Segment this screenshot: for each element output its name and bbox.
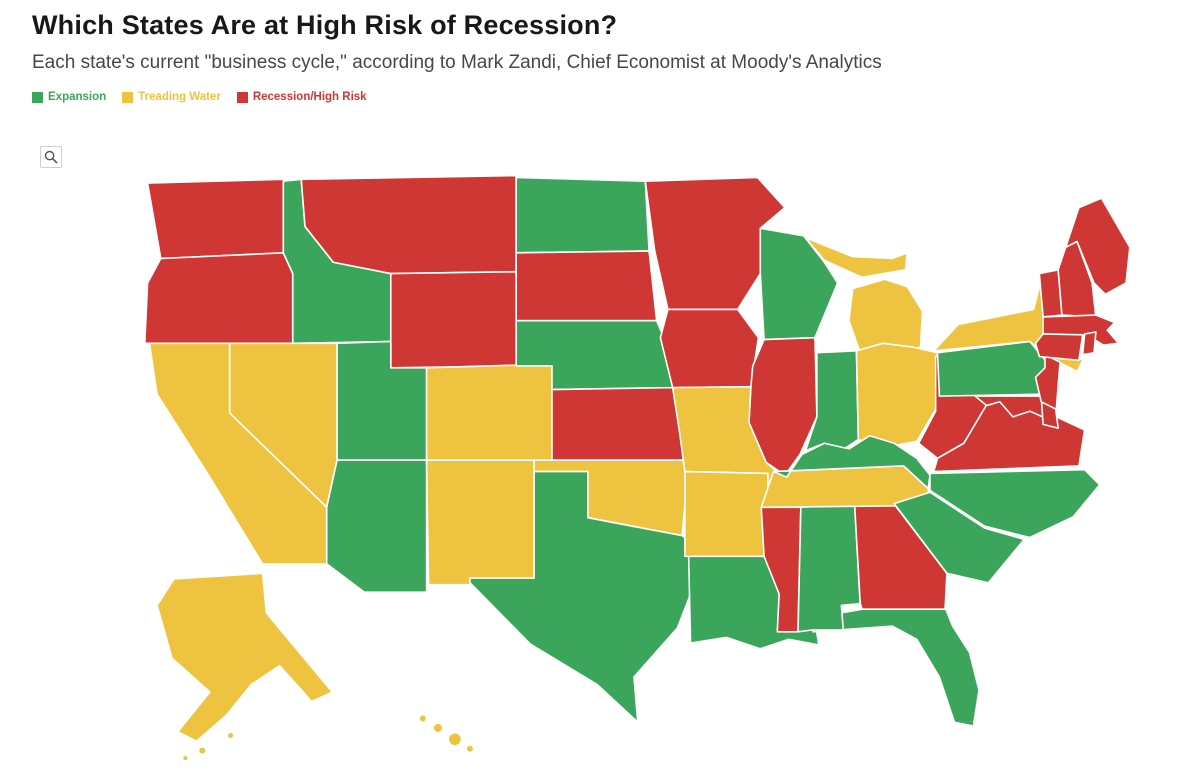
legend-swatch-expansion bbox=[32, 91, 43, 103]
legend-item-expansion: Expansion bbox=[32, 91, 106, 103]
state-rhode-island[interactable]: Rhode Island: Recession/High Risk bbox=[1081, 331, 1097, 356]
hawaii-island[interactable]: Hawaii: Treading Water bbox=[432, 722, 444, 734]
state-south-carolina[interactable]: South Carolina: Expansion bbox=[893, 491, 1026, 584]
state-kentucky[interactable]: Kentucky: Expansion bbox=[772, 434, 931, 490]
zoom-button[interactable] bbox=[40, 146, 62, 168]
state-hawaii-group: Hawaii: Treading Water Hawaii: Treading … bbox=[418, 713, 475, 754]
legend: Expansion Treading Water Recession/High … bbox=[32, 91, 1152, 103]
state-michigan[interactable]: Michigan: Treading Water bbox=[848, 278, 924, 354]
states-layer: Washington: Recession/High Risk Oregon: … bbox=[143, 174, 1131, 762]
legend-item-recession-high-risk: Recession/High Risk bbox=[236, 91, 367, 103]
state-washington[interactable]: Washington: Recession/High Risk bbox=[146, 178, 285, 260]
alaska-island[interactable]: Alaska: Treading Water bbox=[181, 754, 189, 762]
state-oregon[interactable]: Oregon: Recession/High Risk bbox=[143, 252, 294, 345]
state-connecticut[interactable]: Connecticut: Recession/High Risk bbox=[1034, 333, 1084, 362]
alaska-island[interactable]: Alaska: Treading Water bbox=[197, 745, 207, 756]
us-choropleth-map: Washington: Recession/High Risk Oregon: … bbox=[143, 174, 1131, 762]
legend-label-expansion: Expansion bbox=[48, 91, 107, 103]
hawaii-island[interactable]: Hawaii: Treading Water bbox=[447, 731, 463, 747]
state-illinois[interactable]: Illinois: Recession/High Risk bbox=[748, 336, 818, 477]
state-michigan-upper-peninsula[interactable]: Michigan: Treading Water bbox=[804, 236, 909, 279]
hawaii-island[interactable]: Hawaii: Treading Water bbox=[418, 713, 428, 724]
hawaii-island[interactable]: Hawaii: Treading Water bbox=[465, 744, 475, 754]
legend-label-recession-high-risk: Recession/High Risk bbox=[252, 91, 367, 103]
state-iowa[interactable]: Iowa: Recession/High Risk bbox=[659, 308, 760, 389]
state-arizona[interactable]: Arizona: Expansion bbox=[325, 459, 428, 593]
state-north-carolina[interactable]: North Carolina: Expansion bbox=[929, 468, 1101, 539]
state-montana[interactable]: Montana: Recession/High Risk bbox=[300, 174, 517, 275]
state-colorado[interactable]: Colorado: Treading Water bbox=[425, 363, 555, 462]
alaska-island[interactable]: Alaska: Treading Water bbox=[226, 731, 235, 740]
chart-title: Which States Are at High Risk of Recessi… bbox=[32, 10, 618, 40]
legend-item-treading-water: Treading Water bbox=[122, 91, 221, 103]
legend-label-treading-water: Treading Water bbox=[138, 91, 221, 103]
state-maine[interactable]: Maine: Recession/High Risk bbox=[1064, 197, 1131, 296]
chart-subtitle: Each state's current "business cycle," a… bbox=[32, 52, 882, 73]
legend-swatch-recession-high-risk bbox=[236, 91, 248, 103]
state-wyoming[interactable]: Wyoming: Recession/High Risk bbox=[389, 270, 519, 369]
state-south-dakota[interactable]: South Dakota: Recession/High Risk bbox=[515, 250, 658, 322]
state-new-jersey[interactable]: New Jersey: Recession/High Risk bbox=[1034, 353, 1061, 411]
magnifier-icon bbox=[44, 150, 58, 164]
state-texas[interactable]: Texas: Expansion bbox=[469, 470, 697, 724]
chart-header: Which States Are at High Risk of Recessi… bbox=[32, 10, 1152, 103]
state-kansas[interactable]: Kansas: Recession/High Risk bbox=[551, 386, 686, 462]
state-alaska[interactable]: Alaska: Treading Water bbox=[156, 572, 334, 742]
state-alaska-group: Alaska: Treading Water Alaska: Treading … bbox=[156, 572, 334, 762]
state-north-dakota[interactable]: North Dakota: Expansion bbox=[515, 176, 650, 254]
state-new-mexico[interactable]: New Mexico: Treading Water bbox=[425, 459, 535, 586]
state-wisconsin[interactable]: Wisconsin: Expansion bbox=[759, 227, 839, 341]
legend-swatch-treading-water bbox=[122, 91, 134, 103]
